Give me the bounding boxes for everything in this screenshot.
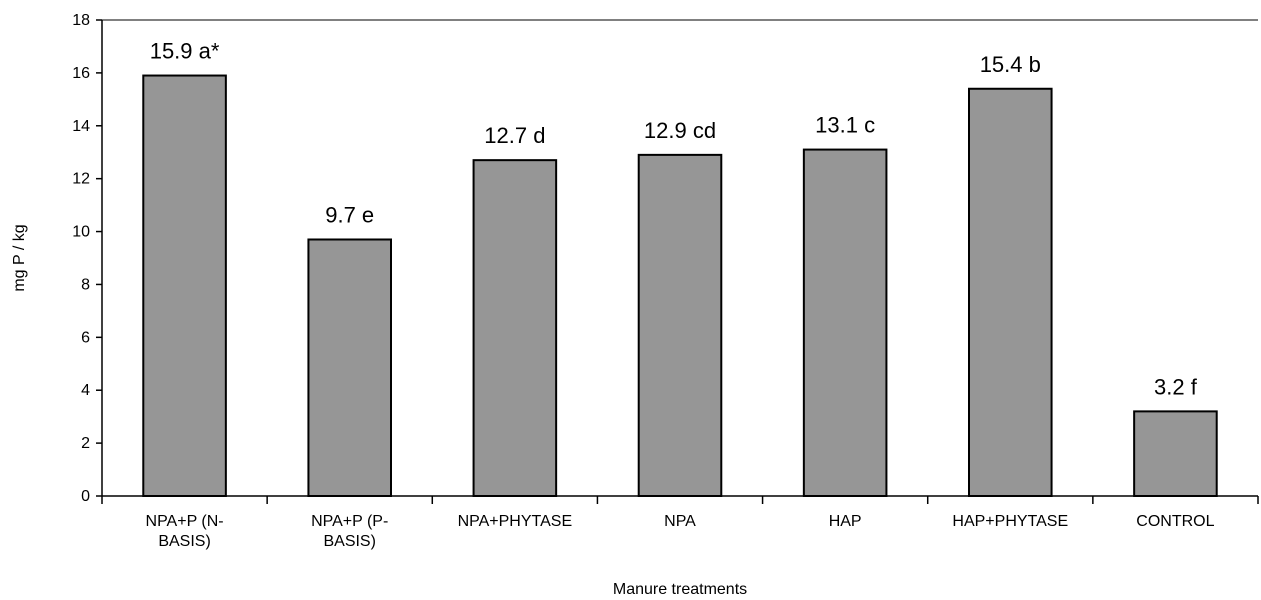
y-tick-label-16: 16	[72, 65, 90, 82]
y-tick-label-2: 2	[81, 435, 90, 452]
y-tick-label-14: 14	[72, 118, 90, 135]
bar-1	[142, 74, 227, 498]
category-label-1-line-1: NPA+P (N-	[146, 513, 224, 530]
data-label-3: 12.7 d	[484, 123, 545, 148]
data-label-1: 15.9 a*	[150, 39, 220, 64]
bar-3	[472, 159, 558, 497]
category-label-6-line-1: HAP+PHYTASE	[952, 513, 1068, 530]
data-label-6: 15.4 b	[980, 52, 1041, 77]
category-label-2-line-1: NPA+P (P-	[311, 513, 388, 530]
bars-group	[142, 74, 1218, 498]
y-tick-label-0: 0	[81, 488, 90, 505]
bar-5	[802, 148, 888, 497]
category-label-1-line-2: BASIS)	[158, 533, 210, 550]
y-tick-label-6: 6	[81, 329, 90, 346]
data-label-2: 9.7 e	[325, 202, 374, 227]
data-label-7: 3.2 f	[1154, 374, 1198, 399]
bar-4	[637, 153, 723, 497]
y-tick-label-8: 8	[81, 276, 90, 293]
y-axis-title: mg P / kg	[11, 224, 28, 291]
y-tick-label-18: 18	[72, 12, 90, 29]
data-label-5: 13.1 c	[815, 113, 875, 138]
bar-7	[1133, 410, 1218, 497]
category-label-5-line-1: HAP	[829, 513, 862, 530]
x-axis-title: Manure treatments	[613, 581, 747, 598]
category-label-4-line-1: NPA	[664, 513, 696, 530]
category-label-7-line-1: CONTROL	[1136, 513, 1214, 530]
labels-group: 15.9 a* NPA+P (N- BASIS) 9.7 e NPA+P (P- BASI…	[72, 12, 1214, 550]
bar-2	[307, 238, 392, 497]
axes-group	[96, 19, 1259, 504]
bar-6	[968, 87, 1053, 497]
category-label-3-line-1: NPA+PHYTASE	[458, 513, 573, 530]
y-tick-label-12: 12	[72, 171, 90, 188]
data-label-4: 12.9 cd	[644, 118, 716, 143]
category-label-2-line-2: BASIS)	[323, 533, 375, 550]
y-tick-label-4: 4	[81, 382, 90, 399]
y-tick-label-10: 10	[72, 224, 90, 241]
